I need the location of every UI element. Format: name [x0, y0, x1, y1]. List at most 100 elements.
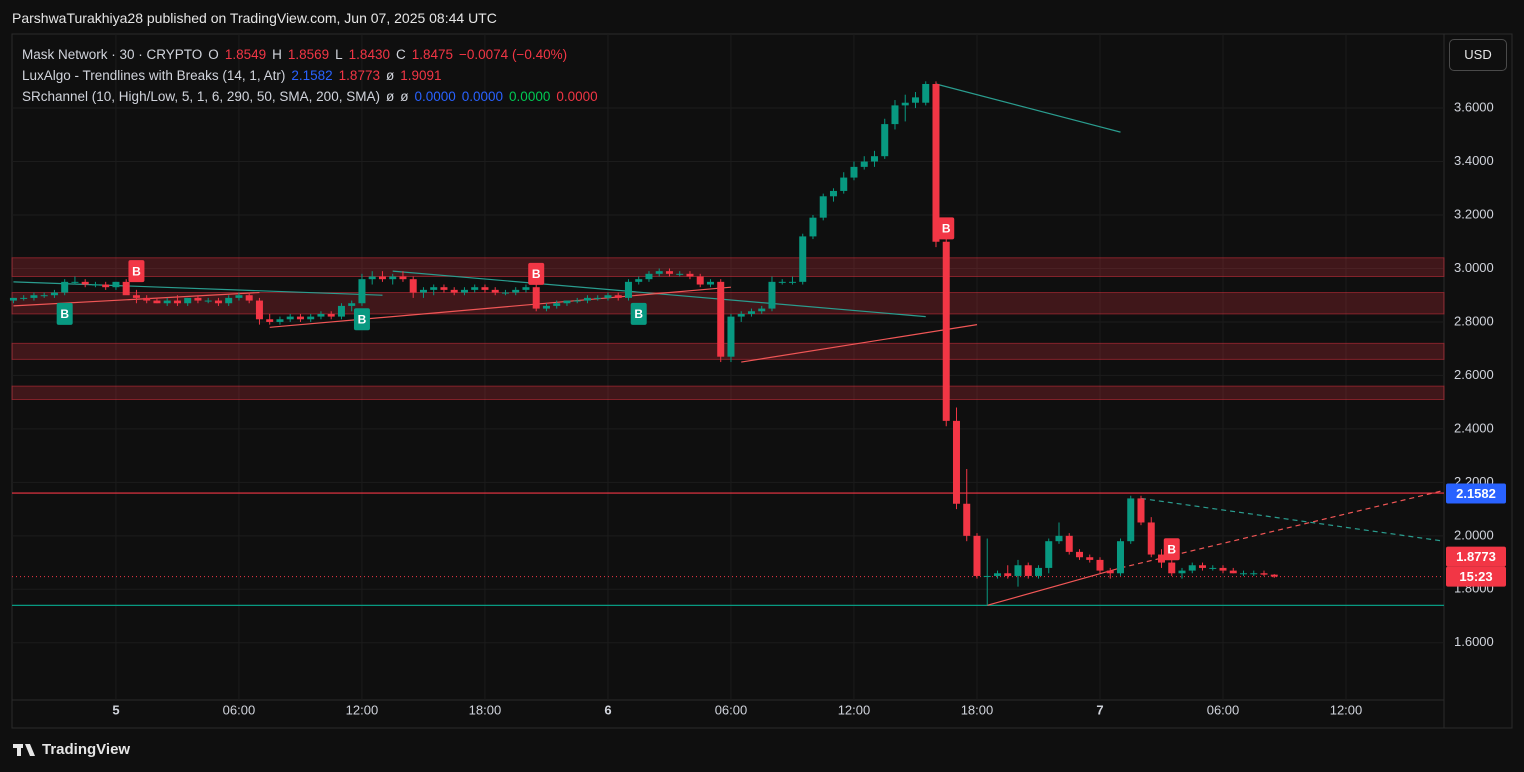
candle-body [20, 297, 28, 299]
candle-body [1239, 573, 1247, 575]
candle-body [450, 289, 458, 293]
legend-item: 1.8773 [338, 68, 380, 83]
break-label-box [56, 302, 73, 325]
candle-body [1188, 565, 1196, 571]
candle-body [1260, 573, 1268, 575]
candle-body [296, 316, 304, 320]
candle-body [655, 271, 663, 274]
candle-body [860, 161, 868, 167]
break-label: B [942, 222, 951, 236]
candle-body [235, 295, 243, 298]
candle-body [1075, 551, 1083, 558]
candle-body [430, 287, 438, 290]
candle-body [501, 292, 509, 294]
candle-body [71, 281, 79, 283]
candle-body [614, 295, 622, 298]
candle-body [204, 300, 212, 302]
legend-item: 0.0000 [509, 89, 551, 104]
candle-body [1270, 574, 1278, 577]
trendline [741, 324, 978, 363]
candle-body [1127, 498, 1135, 542]
candle-body [50, 292, 58, 296]
candle-body [768, 281, 776, 309]
candle-body [922, 83, 930, 103]
price-label: 1.8773 [1456, 549, 1496, 564]
candle-body [173, 300, 181, 304]
candle-body [276, 319, 284, 322]
candle-body [1106, 570, 1114, 574]
price-label: 2.1582 [1456, 486, 1496, 501]
candle-body [102, 284, 110, 288]
legend-item: 1.9091 [400, 68, 442, 83]
y-tick-label: 2.8000 [1454, 313, 1494, 328]
candle-body [286, 316, 294, 320]
candle-body [368, 276, 376, 280]
candle-body [389, 276, 397, 280]
chart-frame [11, 33, 1513, 729]
candle-body [245, 295, 253, 301]
candle-body [542, 305, 550, 309]
y-tick-label: 2.6000 [1454, 367, 1494, 382]
candle-body [635, 279, 643, 282]
sr-zone [11, 257, 1445, 277]
candle-body [378, 276, 386, 280]
trendline [935, 83, 1121, 133]
candle-body [266, 319, 274, 322]
candle-body [1229, 570, 1237, 574]
candle-body [993, 573, 1001, 576]
legend-item: 1.8430 [348, 47, 390, 62]
x-tick-label: 5 [112, 702, 119, 717]
candle-body [706, 281, 714, 285]
candle-body [829, 190, 837, 197]
grid [12, 34, 1444, 700]
legend-item: 1.8475 [411, 47, 454, 62]
candle-body [337, 305, 345, 317]
break-label-box [528, 262, 545, 285]
candle-body [1034, 567, 1042, 576]
candle-body [460, 289, 468, 293]
tv-logo [13, 744, 35, 756]
candle-body [850, 166, 858, 178]
candle-body [30, 295, 38, 298]
candle-body [870, 156, 878, 162]
break-label-box [1163, 538, 1180, 561]
candle-body [40, 295, 48, 297]
legend-row: SRchannel (10, High/Low, 5, 1, 6, 290, 5… [22, 86, 604, 107]
candle-body [91, 284, 99, 286]
candle-body [963, 503, 971, 536]
legend-item: ø [400, 89, 409, 104]
candle-body [911, 97, 919, 103]
candle-body [809, 217, 817, 237]
candle-body [1086, 557, 1094, 560]
price-label-box [1446, 483, 1506, 504]
candle-body [983, 575, 991, 577]
candle-body [348, 303, 356, 306]
candle-body [1014, 565, 1022, 576]
candle-body [1198, 565, 1206, 568]
break-label: B [634, 307, 643, 321]
candle-body [686, 273, 694, 277]
x-tick-label: 6 [604, 702, 611, 717]
candle-body [1147, 522, 1155, 555]
candle-body [61, 281, 69, 293]
y-tick-label: 3.0000 [1454, 260, 1494, 275]
x-tick-label: 18:00 [469, 702, 502, 717]
trendline [1140, 497, 1445, 542]
candle-body [758, 308, 766, 312]
candle-body [573, 300, 581, 302]
candle-body [553, 303, 561, 306]
candle-body [594, 297, 602, 299]
candle-body [799, 236, 807, 282]
trendline [269, 286, 732, 328]
currency-button[interactable]: USD [1449, 39, 1507, 71]
legend: Mask Network · 30 · CRYPTO O 1.8549 H 1.8569… [22, 44, 604, 107]
candle-body [1004, 573, 1012, 576]
price-label-box [1446, 546, 1506, 567]
candle-body [583, 297, 591, 301]
legend-item: 2.1582 [291, 68, 333, 83]
y-tick-label: 1.6000 [1454, 634, 1494, 649]
candle-body [184, 297, 192, 304]
break-label: B [132, 264, 141, 278]
candle-body [491, 289, 499, 293]
